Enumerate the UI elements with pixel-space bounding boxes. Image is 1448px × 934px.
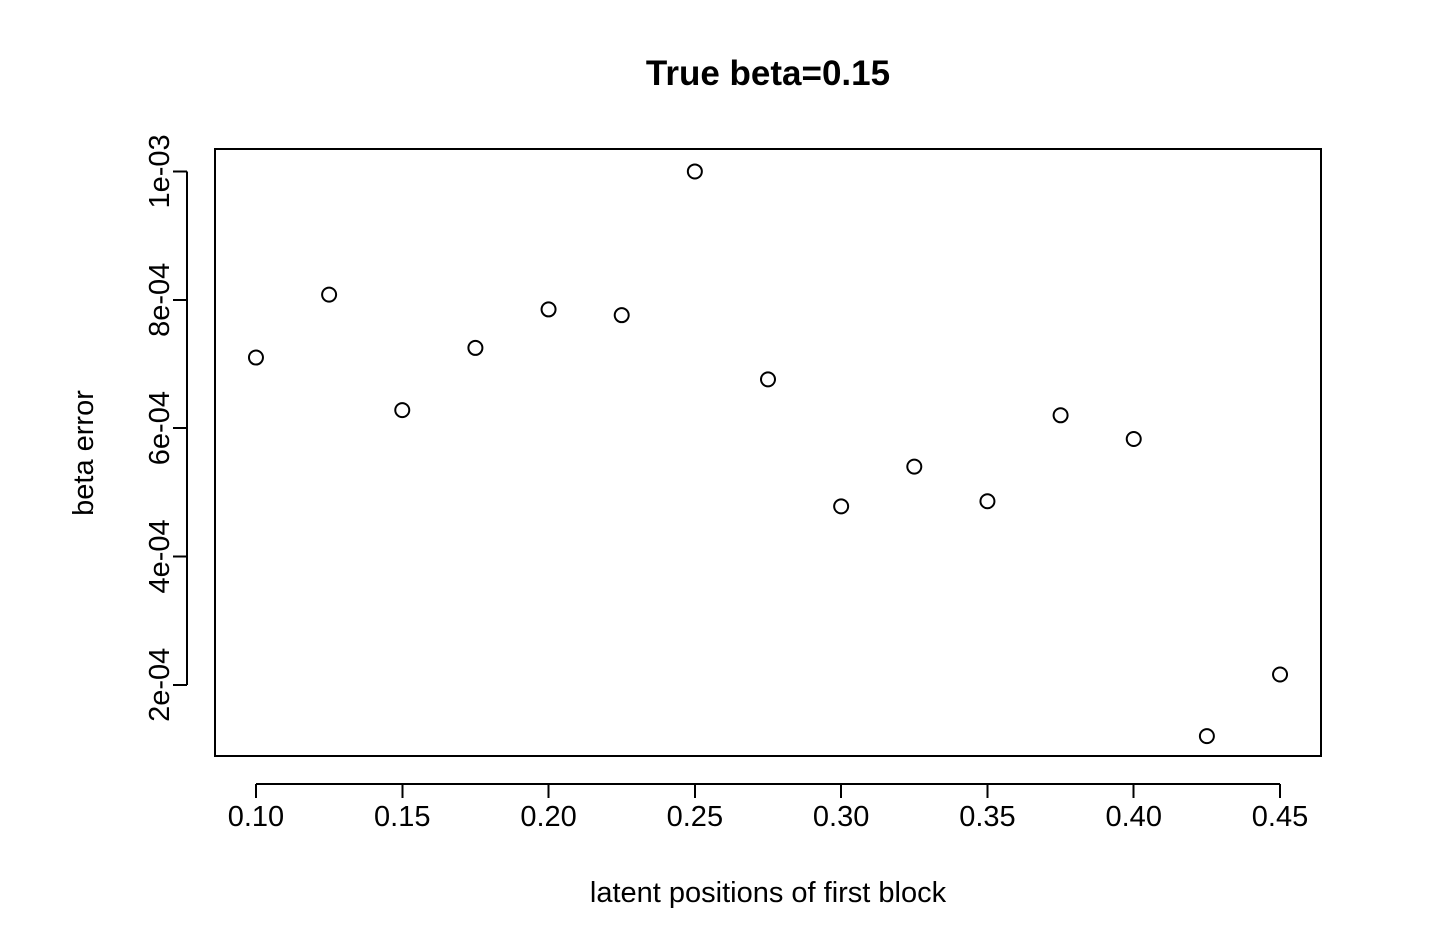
x-tick-label: 0.10 (228, 801, 284, 833)
y-tick-label: 8e-04 (144, 263, 176, 337)
y-tick-label: 4e-04 (144, 519, 176, 593)
data-point (247, 349, 264, 366)
chart-title: True beta=0.15 (646, 54, 890, 93)
data-points (247, 163, 1289, 745)
x-tick-label: 0.25 (667, 801, 723, 833)
y-tick-label: 6e-04 (144, 391, 176, 465)
x-tick-label: 0.45 (1252, 801, 1308, 833)
x-tick-label: 0.20 (520, 801, 576, 833)
data-point (979, 493, 996, 510)
plot-area-frame (214, 148, 1322, 757)
data-point (540, 301, 557, 318)
y-tick-label: 2e-04 (144, 648, 176, 722)
x-axis: 0.10 0.15 0.20 0.25 0.30 0.35 0.40 0.45 (228, 783, 1308, 833)
data-point (760, 371, 776, 388)
x-tick-label: 0.15 (374, 801, 430, 833)
data-point (1052, 407, 1069, 424)
data-point (321, 286, 338, 303)
x-tick-label: 0.30 (813, 801, 869, 833)
data-point (1272, 666, 1289, 683)
data-point (467, 339, 484, 356)
data-point (686, 163, 703, 180)
y-axis-title: beta error (68, 390, 100, 516)
data-point (906, 458, 923, 475)
data-point (1198, 728, 1215, 745)
data-point (833, 498, 850, 515)
x-tick-label: 0.40 (1106, 801, 1162, 833)
data-point (613, 307, 630, 324)
x-axis-title: latent positions of first block (590, 877, 947, 909)
x-tick-label: 0.35 (959, 801, 1015, 833)
y-axis: 2e-04 4e-04 6e-04 8e-04 1e-03 (144, 134, 188, 722)
y-tick-label: 1e-03 (144, 134, 176, 208)
data-point (1125, 431, 1142, 448)
data-point (394, 402, 411, 419)
